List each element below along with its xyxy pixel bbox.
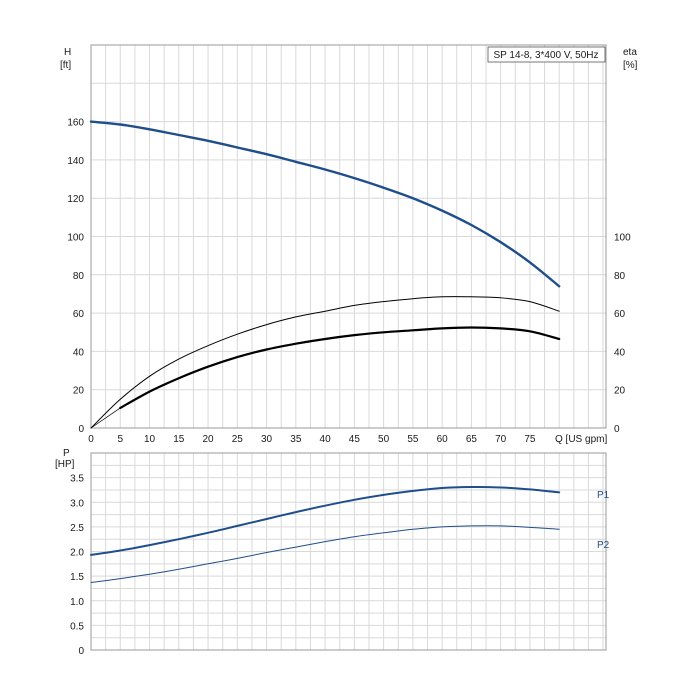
eta-tick-label: 100	[614, 233, 631, 244]
chart-title: SP 14-8, 3*400 V, 50Hz	[493, 50, 598, 61]
head-tick-label: 100	[67, 233, 84, 244]
x-tick-label: 0	[88, 434, 94, 445]
x-tick-label: 15	[173, 434, 185, 445]
title-box	[487, 46, 606, 63]
p2-series-label: P2	[597, 540, 610, 551]
x-tick-label: 75	[524, 434, 536, 445]
head-tick-label: 80	[73, 271, 85, 282]
p1-curve	[90, 485, 561, 556]
head-efficiency-grid	[91, 45, 606, 428]
x-tick-label: 45	[349, 434, 361, 445]
eta-tick-label: 40	[614, 347, 626, 358]
head-tick-label: 160	[67, 118, 84, 129]
head-curve	[89, 120, 561, 288]
x-tick-label: 50	[378, 434, 390, 445]
head-axis-unit: [ft]	[60, 60, 71, 71]
eta-pump-curve	[119, 326, 561, 409]
eta-pump-start-segment	[90, 407, 121, 429]
head-tick-label: 20	[73, 386, 85, 397]
power-tick-label: 2.5	[70, 523, 84, 534]
eta-axis-unit: [%]	[623, 60, 638, 71]
power-tick-label: 0.5	[70, 621, 84, 632]
power-tick-label: 0	[78, 646, 84, 657]
head-tick-label: 140	[67, 156, 84, 167]
power-tick-label: 1.0	[70, 597, 84, 608]
x-tick-label: 30	[261, 434, 273, 445]
x-tick-label: 35	[290, 434, 302, 445]
x-tick-label: 40	[320, 434, 332, 445]
head-tick-label: 0	[78, 424, 84, 435]
power-grid	[91, 453, 606, 650]
x-tick-label: 70	[495, 434, 507, 445]
power-tick-label: 1.5	[70, 572, 84, 583]
x-tick-label: 5	[117, 434, 123, 445]
head-axis-label: H	[64, 47, 71, 58]
power-axis-label: P	[63, 448, 70, 459]
power-axis-unit: [HP]	[55, 459, 75, 470]
eta-tick-label: 80	[614, 271, 626, 282]
x-tick-label: 25	[232, 434, 244, 445]
power-tick-label: 3.0	[70, 498, 84, 509]
head-tick-label: 40	[73, 347, 85, 358]
head-tick-label: 120	[67, 194, 84, 205]
eta-tick-label: 20	[614, 386, 626, 397]
x-tick-label: 20	[202, 434, 214, 445]
x-tick-label: 55	[407, 434, 419, 445]
x-tick-label: 65	[466, 434, 478, 445]
p2-curve	[90, 525, 560, 583]
x-tick-label: 60	[437, 434, 449, 445]
head-tick-label: 60	[73, 309, 85, 320]
flow-axis-label: Q [US gpm]	[555, 434, 607, 445]
power-plot-frame	[90, 452, 607, 651]
eta-tick-label: 60	[614, 309, 626, 320]
eta-total-curve	[90, 296, 560, 429]
head-plot-frame	[90, 44, 607, 429]
eta-axis-label: eta	[623, 47, 637, 58]
p1-series-label: P1	[597, 490, 610, 501]
power-tick-label: 3.5	[70, 474, 84, 485]
x-tick-label: 10	[144, 434, 156, 445]
power-tick-label: 2.0	[70, 548, 84, 559]
eta-tick-label: 0	[614, 424, 620, 435]
